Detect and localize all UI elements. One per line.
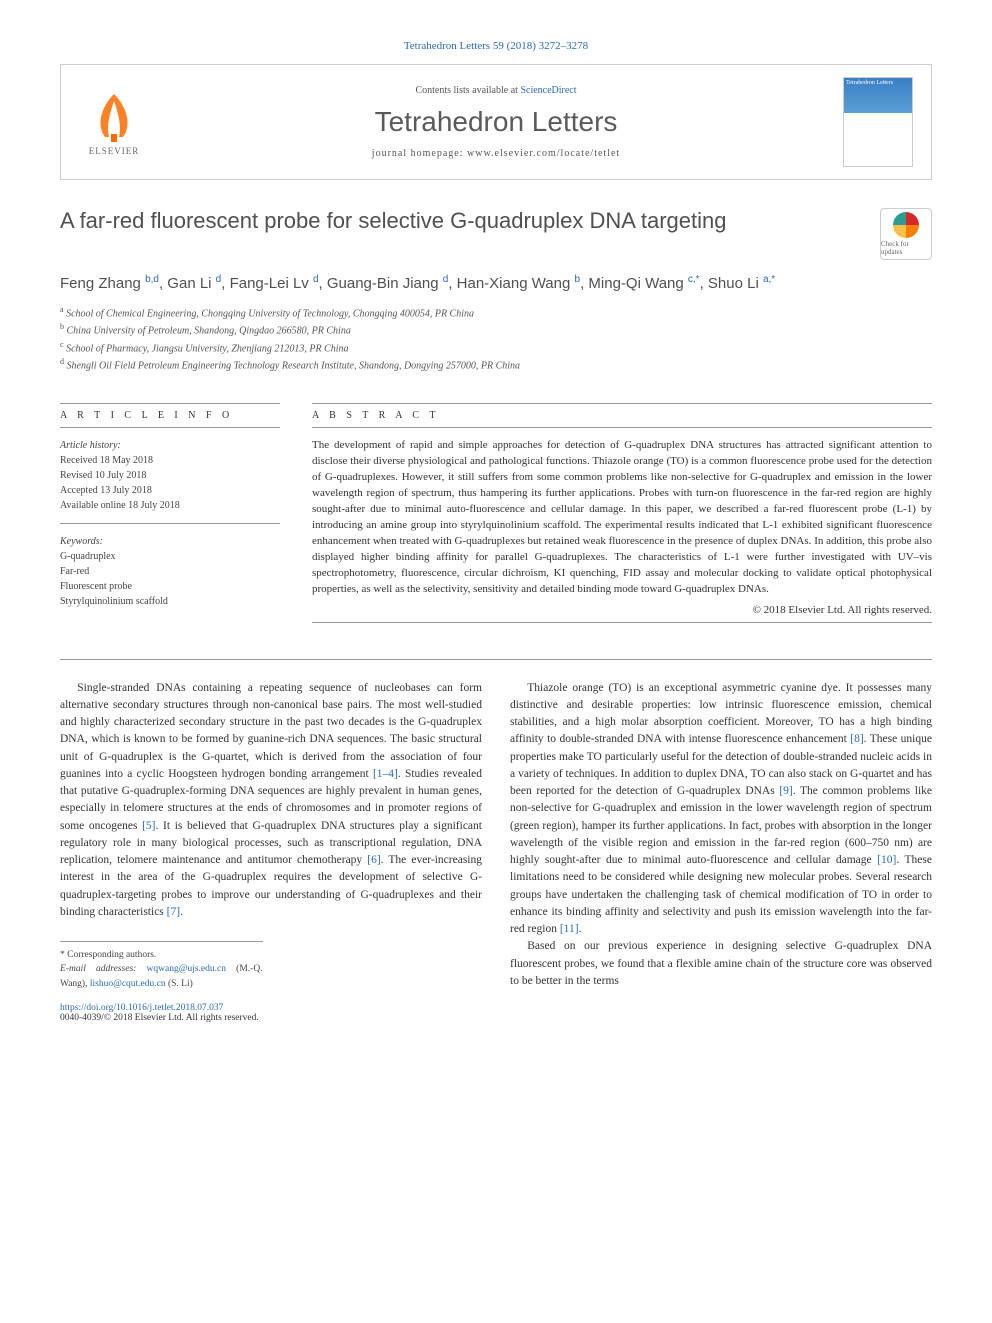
affiliation: a School of Chemical Engineering, Chongq… [60,304,932,321]
affiliation: b China University of Petroleum, Shandon… [60,321,932,338]
article-info-heading: A R T I C L E I N F O [60,410,280,421]
footnotes: * Corresponding authors. E-mail addresse… [60,941,263,991]
divider [312,403,932,404]
journal-name: Tetrahedron Letters [167,106,825,138]
homepage-line: journal homepage: www.elsevier.com/locat… [167,148,825,159]
corresponding-note: * Corresponding authors. [60,948,263,962]
body-paragraph: Single-stranded DNAs containing a repeat… [60,680,482,922]
affiliation: c School of Pharmacy, Jiangsu University… [60,339,932,356]
abstract-text: The development of rapid and simple appr… [312,438,932,597]
divider [312,427,932,428]
history-label: Article history: [60,438,280,453]
body-text: Single-stranded DNAs containing a repeat… [60,680,932,991]
issn-copyright: 0040-4039/© 2018 Elsevier Ltd. All right… [60,1013,259,1023]
journal-masthead: ELSEVIER Contents lists available at Sci… [60,64,932,180]
history-received: Received 18 May 2018 [60,453,280,468]
article-title: A far-red fluorescent probe for selectiv… [60,208,860,234]
elsevier-name: ELSEVIER [89,146,140,156]
article-info-column: A R T I C L E I N F O Article history: R… [60,397,280,628]
corr-email-2-who: (S. Li) [166,979,193,989]
crossmark-icon [893,212,919,238]
keyword: Far-red [60,564,280,579]
history-accepted: Accepted 13 July 2018 [60,483,280,498]
body-paragraph: Based on our previous experience in desi… [510,938,932,990]
body-paragraph: Thiazole orange (TO) is an exceptional a… [510,680,932,939]
cover-thumb-label: Tetrahedron Letters [844,78,912,88]
abstract-copyright: © 2018 Elsevier Ltd. All rights reserved… [312,604,932,616]
divider [312,622,932,623]
check-updates-label: Check for updates [881,240,931,256]
divider [60,659,932,660]
divider [60,523,280,524]
abstract-column: A B S T R A C T The development of rapid… [312,397,932,628]
divider [60,403,280,404]
corr-email-2[interactable]: lishuo@cqut.edu.cn [90,979,166,989]
divider [60,427,280,428]
affiliations: a School of Chemical Engineering, Chongq… [60,304,932,373]
contents-line: Contents lists available at ScienceDirec… [167,85,825,96]
affiliation: d Shengli Oil Field Petroleum Engineerin… [60,356,932,373]
corr-email-1[interactable]: wqwang@ujs.edu.cn [147,964,226,974]
author-list: Feng Zhang b,d, Gan Li d, Fang-Lei Lv d,… [60,274,932,292]
keyword: Styrylquinolinium scaffold [60,594,280,609]
history-online: Available online 18 July 2018 [60,498,280,513]
keyword: G-quadruplex [60,549,280,564]
keywords-label: Keywords: [60,534,280,549]
homepage-url[interactable]: www.elsevier.com/locate/tetlet [467,148,620,159]
email-label: E-mail addresses: [60,964,147,974]
keyword: Fluorescent probe [60,579,280,594]
page-footer: https://doi.org/10.1016/j.tetlet.2018.07… [60,1003,932,1023]
header-citation: Tetrahedron Letters 59 (2018) 3272–3278 [60,40,932,52]
keywords-block: Keywords: G-quadruplex Far-red Fluoresce… [60,534,280,609]
check-updates-badge[interactable]: Check for updates [880,208,932,260]
journal-cover-thumb: Tetrahedron Letters [843,77,913,167]
abstract-heading: A B S T R A C T [312,410,932,421]
elsevier-tree-icon [89,89,139,144]
elsevier-logo: ELSEVIER [79,82,149,162]
contents-prefix: Contents lists available at [415,85,520,96]
history-revised: Revised 10 July 2018 [60,468,280,483]
sciencedirect-link[interactable]: ScienceDirect [520,85,576,96]
homepage-prefix: journal homepage: [372,148,467,159]
article-history: Article history: Received 18 May 2018 Re… [60,438,280,513]
doi-link[interactable]: https://doi.org/10.1016/j.tetlet.2018.07… [60,1003,223,1013]
